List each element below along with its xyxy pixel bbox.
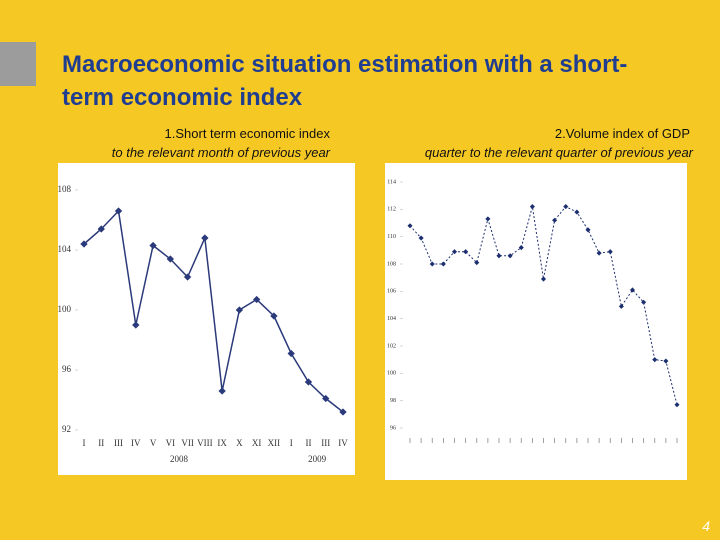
decor-square bbox=[0, 42, 36, 86]
data-point bbox=[304, 378, 313, 386]
y-tick-label: 104 bbox=[387, 316, 396, 322]
data-point bbox=[114, 207, 123, 215]
data-point bbox=[496, 253, 502, 259]
data-point bbox=[407, 223, 413, 229]
y-tick-label: 100 bbox=[387, 371, 396, 377]
y-tick-label: 108 bbox=[387, 261, 396, 267]
data-point bbox=[652, 357, 658, 363]
data-point bbox=[663, 358, 669, 364]
data-point bbox=[507, 253, 513, 259]
x-group-label: 2008 bbox=[170, 454, 189, 464]
y-tick-label: 100 bbox=[58, 304, 72, 314]
x-tick-label: I bbox=[290, 438, 293, 448]
x-tick-label: I bbox=[83, 438, 86, 448]
y-tick-label: 112 bbox=[387, 207, 396, 213]
data-point bbox=[270, 312, 278, 320]
x-tick-label: IX bbox=[217, 438, 227, 448]
data-point bbox=[287, 349, 295, 358]
x-group-label: 2009 bbox=[308, 454, 327, 464]
x-tick-label: VI bbox=[166, 438, 176, 448]
y-tick-label: 96 bbox=[62, 364, 72, 374]
data-point bbox=[322, 394, 330, 403]
data-point bbox=[418, 235, 424, 241]
data-point bbox=[183, 273, 192, 281]
x-tick-label: VIII bbox=[197, 438, 213, 448]
y-tick-label: 114 bbox=[387, 179, 396, 185]
y-tick-label: 96 bbox=[390, 425, 396, 431]
y-tick-label: 98 bbox=[390, 398, 396, 404]
y-tick-label: 106 bbox=[387, 289, 396, 295]
data-point bbox=[166, 255, 175, 263]
data-point bbox=[235, 306, 244, 314]
y-tick-label: 104 bbox=[58, 244, 72, 254]
x-tick-label: IV bbox=[131, 438, 141, 448]
data-point bbox=[474, 260, 480, 266]
data-point bbox=[618, 303, 624, 309]
x-tick-label: III bbox=[114, 438, 123, 448]
data-point bbox=[429, 261, 435, 267]
data-point bbox=[463, 249, 469, 255]
data-point bbox=[218, 387, 226, 395]
data-point bbox=[132, 321, 140, 329]
data-line bbox=[83, 209, 344, 413]
data-point bbox=[149, 241, 157, 250]
data-point bbox=[641, 299, 647, 305]
x-tick-label: IV bbox=[338, 438, 348, 448]
data-point bbox=[339, 408, 347, 416]
chart-title: 1.Short term economic index bbox=[164, 126, 330, 141]
x-tick-label: XI bbox=[252, 438, 262, 448]
slide-title: Macroeconomic situation estimation with … bbox=[62, 51, 628, 111]
data-point bbox=[252, 295, 261, 304]
x-tick-label: VII bbox=[181, 438, 194, 448]
x-tick-label: II bbox=[98, 438, 104, 448]
x-tick-label: XII bbox=[268, 438, 281, 448]
chart-subtitle: quarter to the relevant quarter of previ… bbox=[424, 145, 693, 160]
data-point bbox=[440, 261, 446, 267]
data-point bbox=[585, 227, 591, 233]
y-tick-label: 110 bbox=[387, 234, 396, 240]
chart-subtitle: to the relevant month of previous year bbox=[111, 145, 330, 160]
x-tick-label: III bbox=[321, 438, 330, 448]
x-tick-label: V bbox=[150, 438, 157, 448]
y-tick-label: 102 bbox=[387, 343, 396, 349]
data-point bbox=[674, 402, 680, 408]
data-point bbox=[80, 240, 88, 248]
page-number: 4 bbox=[702, 518, 710, 534]
chart-title: 2.Volume index of GDP bbox=[554, 126, 690, 141]
y-tick-label: 108 bbox=[58, 184, 72, 194]
data-point bbox=[201, 234, 209, 242]
data-point bbox=[451, 249, 458, 255]
chart-panel bbox=[385, 163, 687, 480]
y-tick-label: 92 bbox=[62, 424, 71, 434]
x-tick-label: II bbox=[305, 438, 311, 448]
data-point bbox=[540, 276, 547, 282]
x-tick-label: X bbox=[236, 438, 243, 448]
chart-panel bbox=[58, 163, 355, 475]
